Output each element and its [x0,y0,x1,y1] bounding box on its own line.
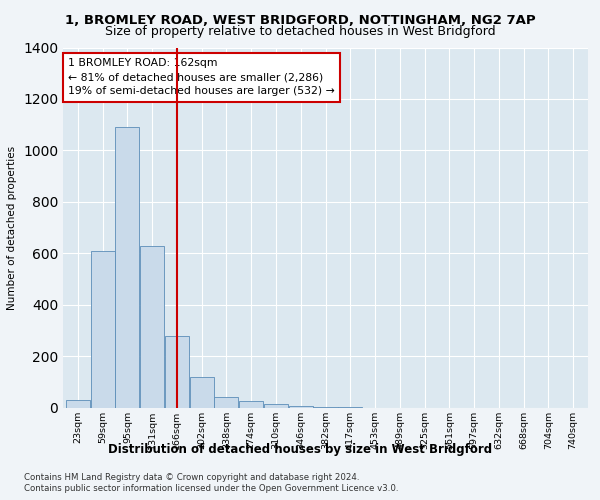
Bar [264,404,288,407]
Bar [214,397,238,407]
Bar [66,400,90,407]
Text: Size of property relative to detached houses in West Bridgford: Size of property relative to detached ho… [104,25,496,38]
Bar [239,401,263,407]
Bar [190,376,214,408]
Y-axis label: Number of detached properties: Number of detached properties [7,146,17,310]
Bar [165,336,189,407]
Bar [289,406,313,407]
Text: Contains HM Land Registry data © Crown copyright and database right 2024.: Contains HM Land Registry data © Crown c… [24,472,359,482]
Text: Contains public sector information licensed under the Open Government Licence v3: Contains public sector information licen… [24,484,398,493]
Text: 1 BROMLEY ROAD: 162sqm
← 81% of detached houses are smaller (2,286)
19% of semi-: 1 BROMLEY ROAD: 162sqm ← 81% of detached… [68,58,335,96]
Bar [140,246,164,408]
Bar [91,250,115,408]
Text: 1, BROMLEY ROAD, WEST BRIDGFORD, NOTTINGHAM, NG2 7AP: 1, BROMLEY ROAD, WEST BRIDGFORD, NOTTING… [65,14,535,27]
Bar [115,127,139,408]
Bar [313,407,338,408]
Text: Distribution of detached houses by size in West Bridgford: Distribution of detached houses by size … [108,442,492,456]
